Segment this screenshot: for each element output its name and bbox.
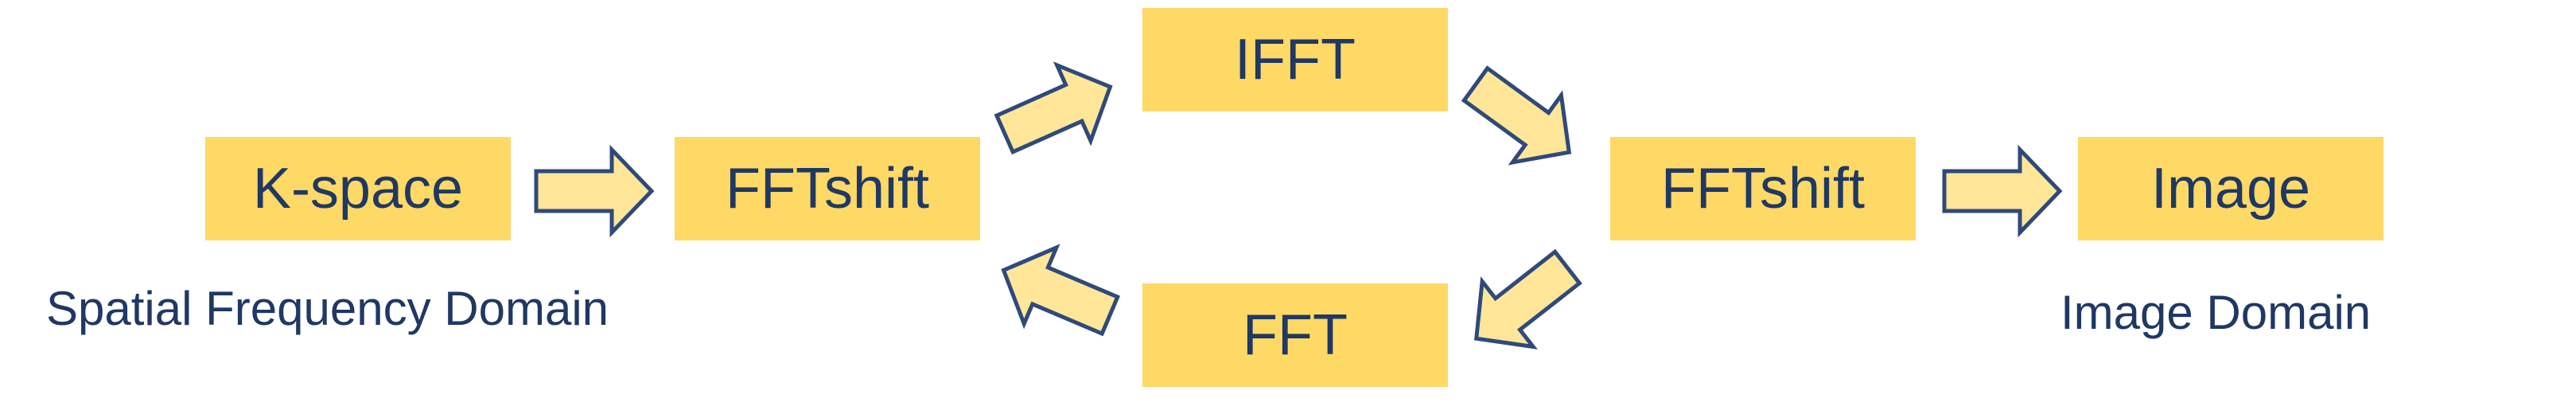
node-fftshift-left: FFTshift — [675, 137, 980, 240]
node-fft-label: FFT — [1243, 303, 1348, 367]
arrow-fftshift-to-fft — [1474, 248, 1582, 350]
arrow-fftshift-to-ifft — [994, 61, 1113, 155]
node-ifft: IFFT — [1142, 8, 1448, 111]
node-image-label: Image — [2150, 157, 2311, 221]
node-kspace: K-space — [205, 137, 511, 240]
node-fftshift-left-label: FFTshift — [725, 157, 929, 221]
arrow-kspace-to-fftshift — [534, 144, 655, 238]
arrow-fft-to-fftshift — [1001, 244, 1121, 337]
node-fftshift-right: FFTshift — [1610, 137, 1916, 240]
node-fft: FFT — [1142, 283, 1448, 387]
node-image: Image — [2078, 137, 2383, 240]
node-ifft-label: IFFT — [1235, 28, 1356, 92]
arrow-ifft-to-fftshift — [1461, 65, 1572, 166]
caption-image-domain: Image Domain — [2060, 286, 2372, 339]
node-fftshift-right-label: FFTshift — [1660, 157, 1865, 221]
node-kspace-label: K-space — [252, 157, 464, 221]
caption-spatial-frequency-domain: Spatial Frequency Domain — [46, 282, 609, 335]
arrow-fftshift-to-image — [1942, 144, 2063, 238]
